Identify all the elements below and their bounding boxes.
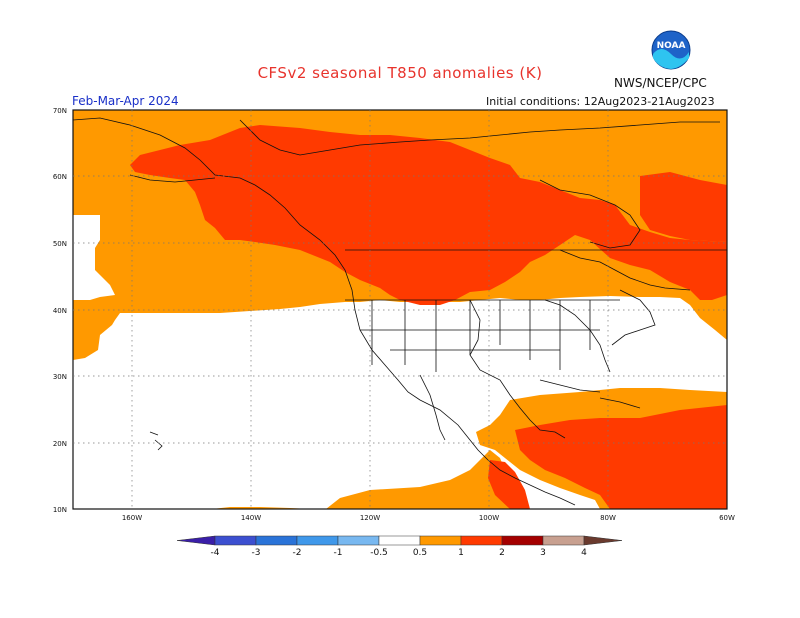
anomaly-red-region xyxy=(130,125,727,305)
legend-swatch xyxy=(419,535,462,546)
legend-tick-label: 0.5 xyxy=(412,548,428,558)
lat-label: 20N xyxy=(53,440,67,448)
coastlines xyxy=(72,117,727,506)
color-legend xyxy=(176,535,623,546)
legend-arrow-low xyxy=(176,535,216,546)
forecast-period: Feb-Mar-Apr 2024 xyxy=(72,94,179,108)
lon-label: 100W xyxy=(479,514,499,522)
legend-tick-label: 1 xyxy=(458,548,464,558)
logo-text: NOAA xyxy=(657,41,686,51)
legend-swatch xyxy=(460,535,503,546)
lat-label: 70N xyxy=(53,107,67,115)
map-title: CFSv2 seasonal T850 anomalies (K) xyxy=(257,64,543,82)
graticule xyxy=(73,110,727,509)
legend-tick-label: 4 xyxy=(581,548,587,558)
agency-label: NWS/NCEP/CPC xyxy=(614,76,707,90)
lon-label: 120W xyxy=(360,514,380,522)
longitude-labels: 160W 140W 120W 100W 80W 60W xyxy=(122,514,735,522)
lon-label: 80W xyxy=(600,514,616,522)
legend-tick-label: -2 xyxy=(292,548,302,558)
legend-arrow-high xyxy=(583,535,623,546)
lon-label: 160W xyxy=(122,514,142,522)
lat-label: 50N xyxy=(53,240,67,248)
legend-swatch xyxy=(337,535,380,546)
map-frame xyxy=(72,109,728,510)
legend-swatch xyxy=(255,535,298,546)
legend-swatch xyxy=(378,535,421,546)
latitude-labels: 70N 60N 50N 40N 30N 20N 10N xyxy=(53,107,67,514)
legend-tick-label: -1 xyxy=(333,548,343,558)
lat-label: 30N xyxy=(53,373,67,381)
lon-label: 60W xyxy=(719,514,735,522)
noaa-logo-icon: NOAA xyxy=(651,30,691,70)
lat-label: 40N xyxy=(53,307,67,315)
legend-swatch xyxy=(296,535,339,546)
legend-tick-label: -0.5 xyxy=(370,548,388,558)
legend-swatch xyxy=(214,535,257,546)
legend-tick-label: 2 xyxy=(499,548,505,558)
legend-tick-label: -3 xyxy=(251,548,261,558)
lat-label: 10N xyxy=(53,506,67,514)
lon-label: 140W xyxy=(241,514,261,522)
initial-conditions: Initial conditions: 12Aug2023-21Aug2023 xyxy=(486,95,715,108)
legend-tick-label: -4 xyxy=(210,548,220,558)
legend-tick-label: 3 xyxy=(540,548,546,558)
legend-swatch xyxy=(542,535,585,546)
lat-label: 60N xyxy=(53,173,67,181)
legend-swatch xyxy=(501,535,544,546)
